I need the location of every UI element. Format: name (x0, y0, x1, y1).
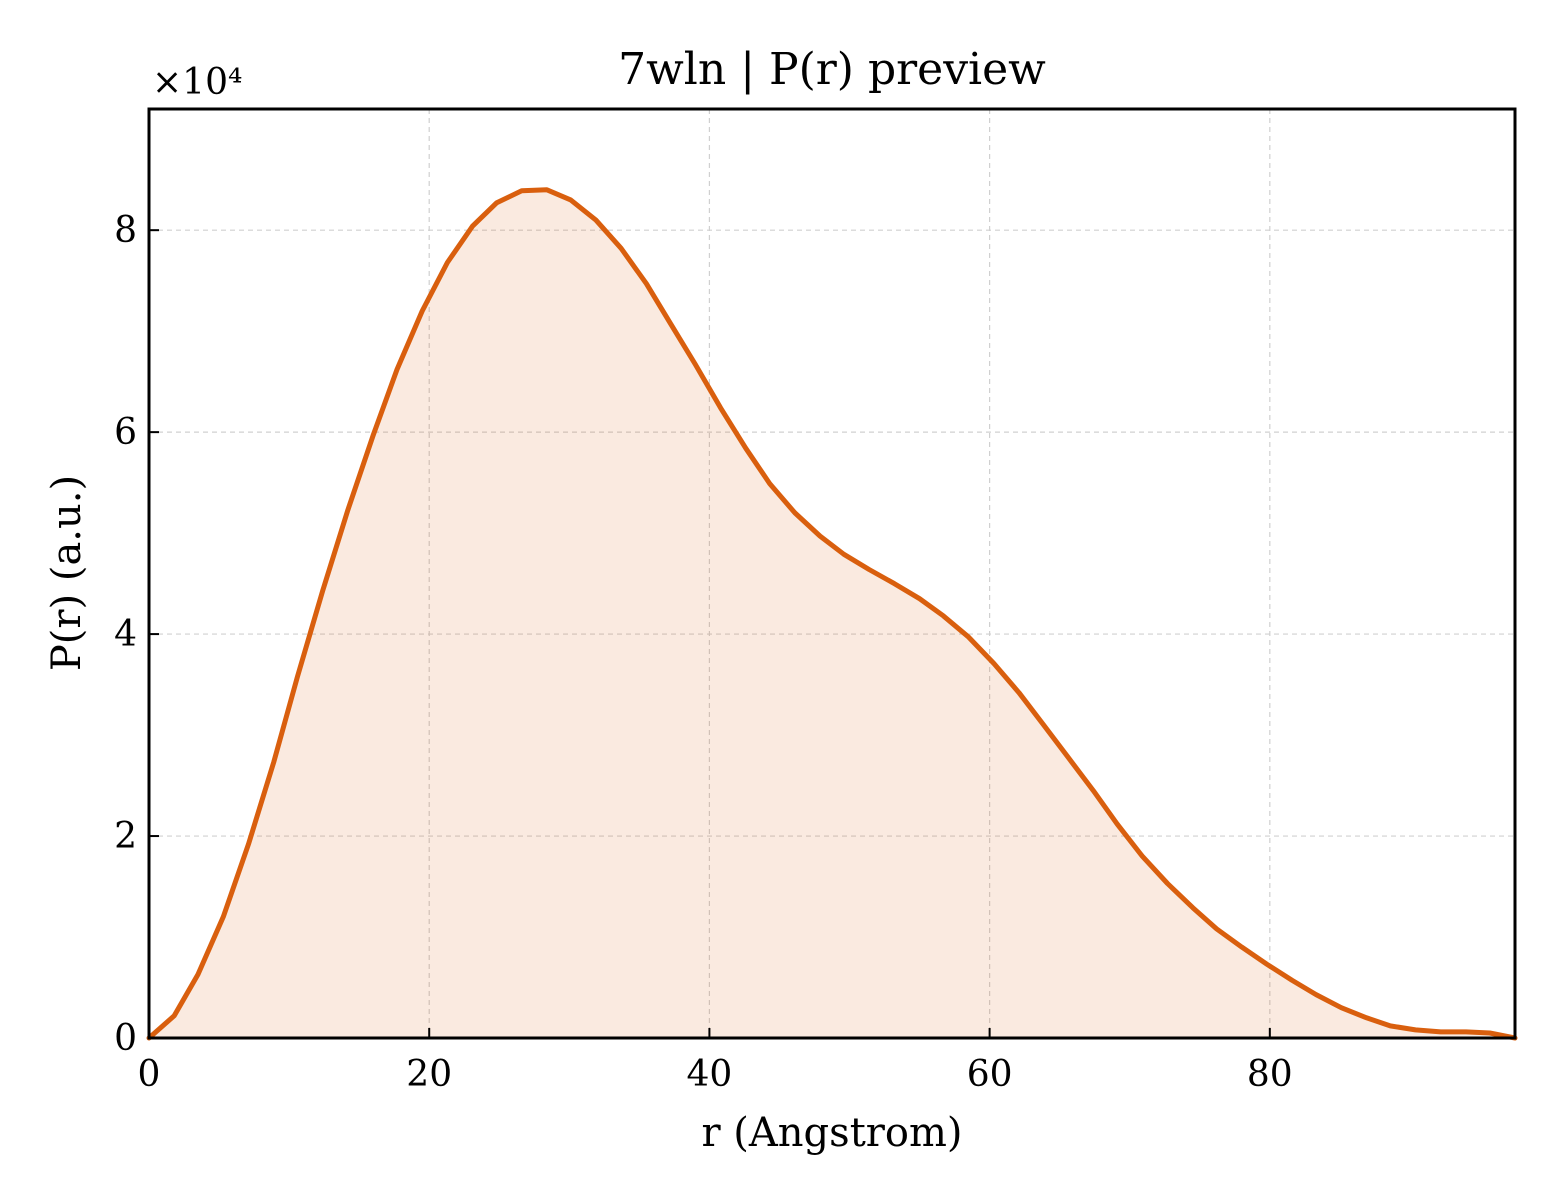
axis-ticks: 0 20 40 60 80 0 2 4 6 8 (114, 210, 1293, 1095)
plot-area (146, 187, 1518, 1041)
y-tick-label: 4 (114, 614, 137, 655)
x-tick-label: 20 (406, 1054, 452, 1095)
y-tick-label: 8 (114, 210, 137, 251)
series-line (146, 187, 1518, 1041)
x-tick-label: 80 (1247, 1054, 1293, 1095)
x-tick-label: 60 (967, 1054, 1013, 1095)
y-axis-label: P(r) (a.u.) (44, 475, 90, 671)
x-tick-label: 40 (687, 1054, 733, 1095)
y-tick-label: 0 (114, 1018, 137, 1059)
chart-title: 7wln | P(r) preview (618, 44, 1046, 95)
x-axis-label: r (Angstrom) (701, 1110, 962, 1156)
plot-frame (147, 107, 1517, 1040)
x-tick-label: 0 (138, 1054, 161, 1095)
y-tick-label: 2 (114, 816, 137, 857)
y-tick-label: 6 (114, 412, 137, 453)
y-axis-offset-label: ×10⁴ (152, 62, 242, 103)
series-area-fill (149, 189, 1515, 1039)
